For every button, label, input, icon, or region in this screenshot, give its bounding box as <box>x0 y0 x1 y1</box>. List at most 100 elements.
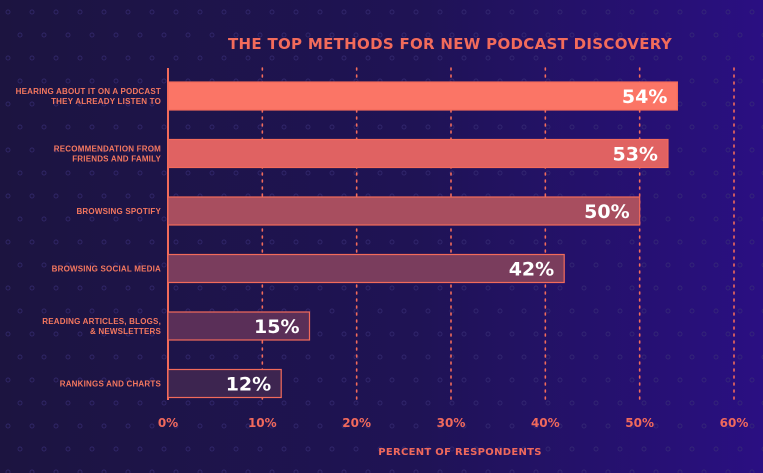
bg-dot <box>209 400 215 406</box>
bg-dot <box>749 101 755 107</box>
bg-dot <box>725 193 731 199</box>
bg-dot <box>149 239 155 245</box>
bg-dot <box>113 170 119 176</box>
bg-dot <box>557 331 563 337</box>
bg-dot <box>233 124 239 130</box>
bg-dot <box>545 400 551 406</box>
bg-dot <box>437 9 443 15</box>
bg-dot <box>293 423 299 429</box>
bg-dot <box>257 400 263 406</box>
bg-dot <box>341 423 347 429</box>
bg-dot <box>461 239 467 245</box>
bg-dot <box>317 423 323 429</box>
bg-dot <box>593 308 599 314</box>
bg-dot <box>677 285 683 291</box>
bg-dot <box>365 9 371 15</box>
bg-dot <box>5 147 11 153</box>
bg-dot <box>761 170 763 176</box>
bg-dot <box>761 400 763 406</box>
bg-dot <box>713 32 719 38</box>
bg-dot <box>17 354 23 360</box>
bg-dot <box>509 377 515 383</box>
bg-dot <box>641 216 647 222</box>
bg-dot <box>533 285 539 291</box>
bg-dot <box>101 285 107 291</box>
bg-dot <box>317 9 323 15</box>
bg-dot <box>389 423 395 429</box>
bg-dot <box>473 170 479 176</box>
bg-dot <box>29 377 35 383</box>
bg-dot <box>509 285 515 291</box>
bg-dot <box>341 285 347 291</box>
bg-dot <box>221 285 227 291</box>
bg-dot <box>209 170 215 176</box>
bg-dot <box>113 308 119 314</box>
bg-dot <box>737 216 743 222</box>
bg-dot <box>293 377 299 383</box>
bg-dot <box>629 469 635 473</box>
bg-dot <box>593 446 599 452</box>
bg-dot <box>749 469 755 473</box>
category-label: THEY ALREADY LISTEN TO <box>51 97 161 106</box>
bg-dot <box>713 216 719 222</box>
bg-dot <box>29 101 35 107</box>
bg-dot <box>725 101 731 107</box>
bg-dot <box>113 446 119 452</box>
bg-dot <box>473 32 479 38</box>
bg-dot <box>713 170 719 176</box>
bg-dot <box>125 239 131 245</box>
bg-dot <box>161 78 167 84</box>
bg-dot <box>737 32 743 38</box>
bg-dot <box>125 147 131 153</box>
bg-dot <box>497 354 503 360</box>
bg-dot <box>221 469 227 473</box>
bg-dot <box>269 285 275 291</box>
bg-dot <box>605 9 611 15</box>
bg-dot <box>41 32 47 38</box>
bg-dot <box>593 262 599 268</box>
bg-dot <box>329 354 335 360</box>
category-label: BROWSING SOCIAL MEDIA <box>52 265 161 274</box>
bg-dot <box>593 170 599 176</box>
bg-dot <box>389 9 395 15</box>
bar <box>167 311 311 341</box>
bg-dot <box>245 55 251 61</box>
bg-dot <box>617 354 623 360</box>
bg-dot <box>137 308 143 314</box>
bg-dot <box>641 400 647 406</box>
bg-dot <box>89 354 95 360</box>
bg-dot <box>53 285 59 291</box>
bg-dot <box>569 354 575 360</box>
bg-dot <box>281 446 287 452</box>
bg-dot <box>533 9 539 15</box>
bg-dot <box>149 9 155 15</box>
bg-dot <box>161 170 167 176</box>
bg-dot <box>5 55 11 61</box>
bg-dot <box>449 308 455 314</box>
bg-dot <box>329 400 335 406</box>
bg-dot <box>41 124 47 130</box>
bg-dot <box>77 331 83 337</box>
bg-dot <box>341 469 347 473</box>
bg-dot <box>329 32 335 38</box>
bg-dot <box>437 239 443 245</box>
bg-dot <box>137 400 143 406</box>
bg-dot <box>701 147 707 153</box>
bg-dot <box>497 170 503 176</box>
bg-dot <box>689 446 695 452</box>
bg-dot <box>569 446 575 452</box>
bg-dot <box>449 446 455 452</box>
bg-dot <box>449 32 455 38</box>
bg-dot <box>41 400 47 406</box>
bg-dot <box>269 423 275 429</box>
bg-dot <box>53 101 59 107</box>
bg-dot <box>341 239 347 245</box>
bg-dot <box>101 9 107 15</box>
bg-dot <box>437 331 443 337</box>
bg-dot <box>401 170 407 176</box>
bg-dot <box>701 9 707 15</box>
bg-dot <box>461 469 467 473</box>
bg-dot <box>365 239 371 245</box>
bg-dot <box>737 308 743 314</box>
